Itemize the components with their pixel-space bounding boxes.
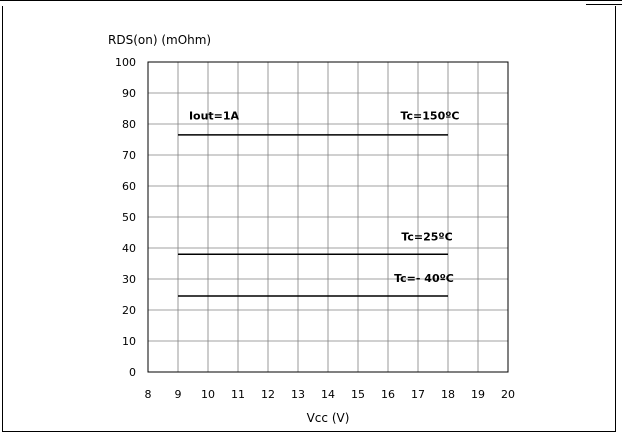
y-tick-labels: 0 10 20 30 40 50 60 70 80 90 100 — [115, 56, 136, 379]
annotation-label: Iout=1A — [189, 109, 240, 122]
x-tick-label: 19 — [471, 388, 485, 401]
x-tick-label: 15 — [351, 388, 365, 401]
x-tick-labels: 8 9 10 11 12 13 14 15 16 17 18 19 20 — [145, 388, 516, 401]
y-tick-label: 100 — [115, 56, 136, 69]
top-border — [0, 0, 622, 1]
series-group — [178, 134, 448, 297]
x-tick-label: 18 — [441, 388, 455, 401]
x-tick-label: 20 — [501, 388, 515, 401]
y-tick-label: 30 — [122, 273, 136, 286]
y-tick-label: 70 — [122, 149, 136, 162]
annotation-label: Tc=150ºC — [400, 109, 459, 122]
y-tick-label: 0 — [129, 366, 136, 379]
figure-frame — [2, 6, 616, 432]
y-tick-label: 60 — [122, 180, 136, 193]
y-axis-label: RDS(on) (mOhm) — [108, 33, 211, 47]
y-tick-label: 40 — [122, 242, 136, 255]
x-tick-label: 17 — [411, 388, 425, 401]
top-border-right — [586, 4, 622, 5]
annotation-label: Tc=25ºC — [401, 230, 452, 243]
annotations: Iout=1A Tc=150ºC Tc=25ºC Tc=- 40ºC — [189, 109, 460, 285]
x-tick-label: 8 — [145, 388, 152, 401]
y-tick-label: 10 — [122, 335, 136, 348]
x-tick-label: 10 — [201, 388, 215, 401]
y-tick-label: 50 — [122, 211, 136, 224]
x-tick-label: 13 — [291, 388, 305, 401]
x-axis-label: Vcc (V) — [307, 411, 350, 425]
annotation-label: Tc=- 40ºC — [394, 272, 454, 285]
x-tick-label: 9 — [175, 388, 182, 401]
x-tick-label: 12 — [261, 388, 275, 401]
y-tick-label: 80 — [122, 118, 136, 131]
x-tick-label: 11 — [231, 388, 245, 401]
y-tick-label: 90 — [122, 87, 136, 100]
x-tick-label: 16 — [381, 388, 395, 401]
x-tick-label: 14 — [321, 388, 335, 401]
y-tick-label: 20 — [122, 304, 136, 317]
plot-area-border — [147, 61, 509, 373]
